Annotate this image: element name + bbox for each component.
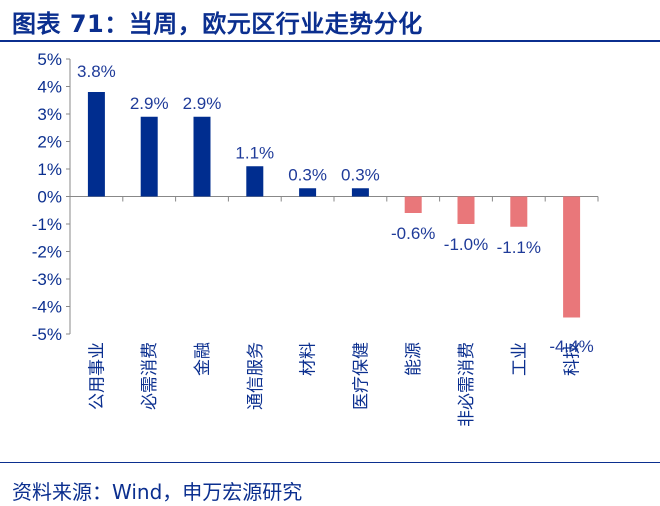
data-label: 1.1% [235,143,274,162]
data-label: 3.8% [77,62,116,81]
category-label: 医疗保健 [351,342,370,410]
bar-2 [140,116,158,197]
category-label: 公用事业 [87,342,106,410]
y-tick-label: -2% [32,243,62,262]
title-divider [0,40,660,42]
data-label: 0.3% [341,165,380,184]
category-label: 非必需消费 [457,342,476,427]
category-label: 金融 [193,342,212,376]
category-label: 工业 [510,342,529,376]
bar-5 [299,188,317,197]
category-label: 能源 [404,342,423,376]
y-tick-label: -5% [32,325,62,344]
chart-title: 图表 71：当周，欧元区行业走势分化 [12,10,423,38]
category-label: 科技 [563,342,582,376]
bar-4 [246,166,264,197]
bar-8 [457,196,475,224]
y-tick-label: -1% [32,215,62,234]
y-tick-label: 1% [37,160,62,179]
data-label: 2.9% [130,94,169,113]
y-tick-label: 3% [37,105,62,124]
category-label: 通信服务 [246,342,265,410]
y-tick-label: 2% [37,133,62,152]
bar-9 [510,196,528,227]
source-note: 资料来源：Wind，申万宏源研究 [12,480,303,504]
data-label: 0.3% [288,165,327,184]
data-label: -1.0% [444,235,488,254]
y-tick-label: 0% [37,188,62,207]
data-label: 2.9% [183,94,222,113]
y-tick-label: -3% [32,270,62,289]
data-label: -4.4% [549,337,593,356]
y-tick-label: -4% [32,298,62,317]
bar-7 [404,196,422,213]
bar-10 [563,196,581,318]
data-label: -0.6% [391,224,435,243]
category-label: 必需消费 [140,342,159,410]
bar-chart: 5% 4% 3% 2% 1% 0% -1% -2% -3% -4% -5% 3.8% 公用事业 2.9% 必… [32,50,599,427]
bar-6 [351,188,369,197]
bar-1 [87,92,105,197]
y-tick-label: 4% [37,78,62,97]
source-divider [0,462,660,463]
category-label: 材料 [299,342,318,376]
bar-3 [193,116,211,197]
data-label: -1.1% [497,238,541,257]
y-tick-label: 5% [37,50,62,69]
